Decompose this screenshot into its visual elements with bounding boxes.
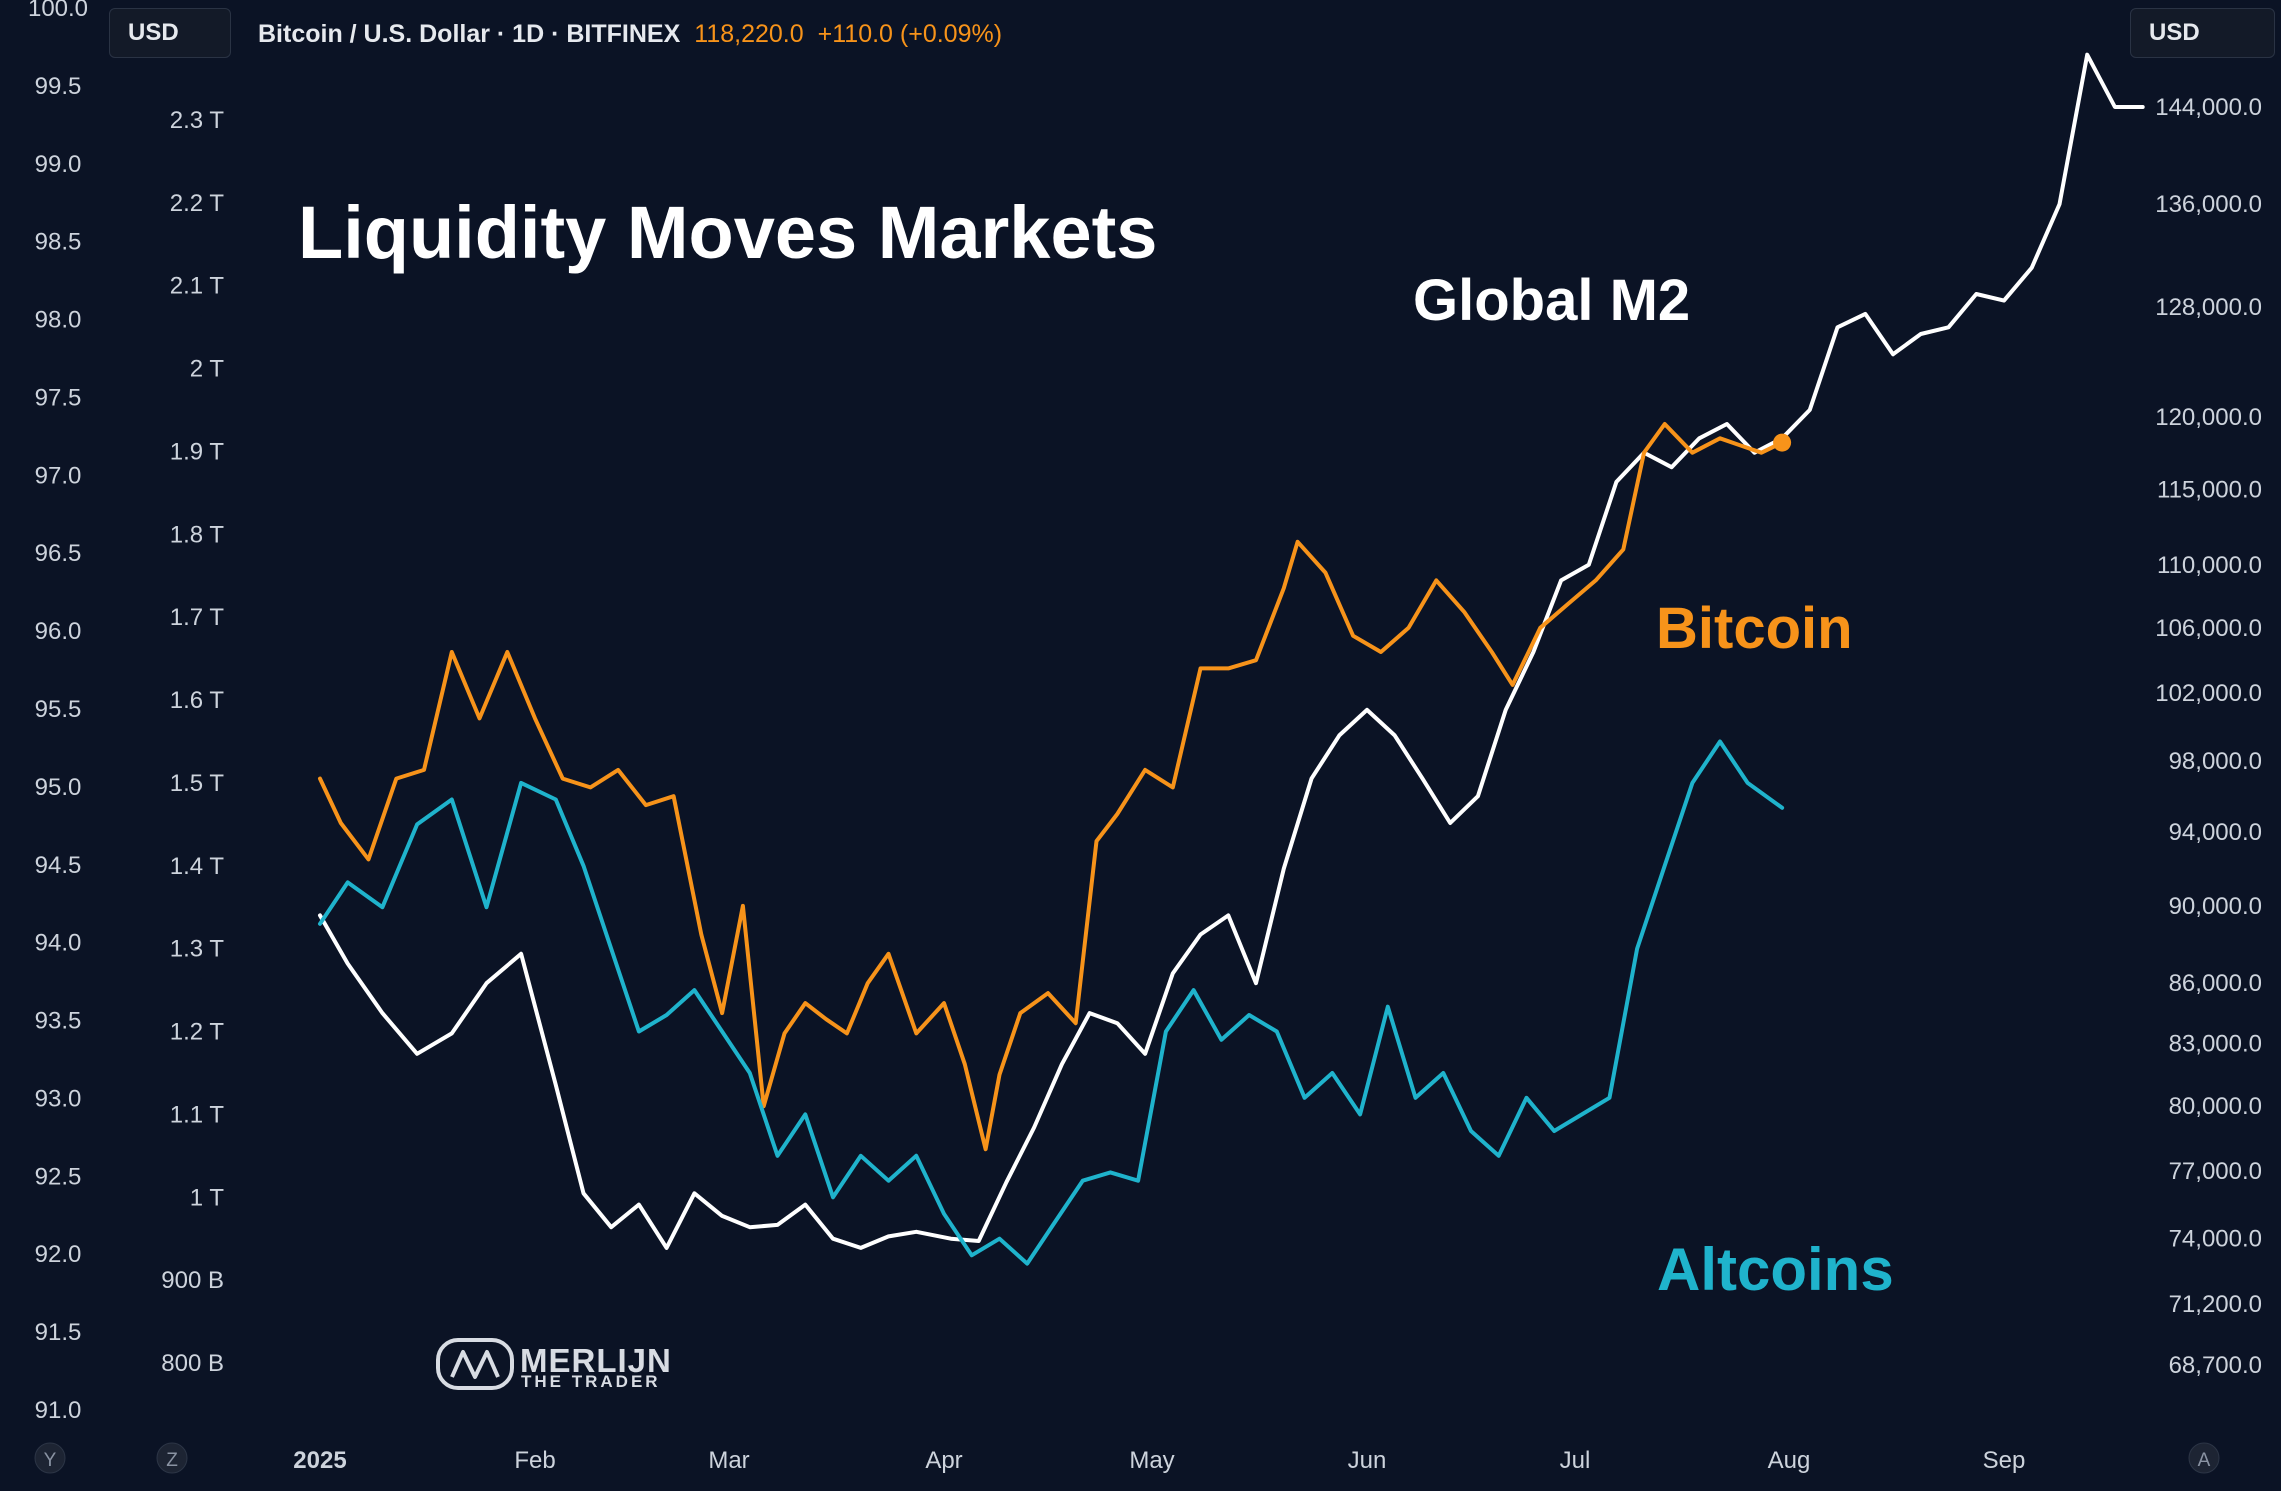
- left-outer-tick-label: 92.0: [35, 1241, 82, 1268]
- series-annotation: Global M2: [1413, 268, 1690, 333]
- left-outer-tick-label: 99.0: [35, 151, 82, 178]
- right-tick-label: 128,000.0: [2155, 294, 2262, 321]
- left-outer-tick-label: 93.0: [35, 1085, 82, 1112]
- right-tick-label: 83,000.0: [2169, 1031, 2262, 1058]
- left-outer-tick-label: 100.0: [28, 0, 88, 22]
- left-outer-tick-label: 93.5: [35, 1008, 82, 1035]
- left-outer-tick-label: 95.0: [35, 774, 82, 801]
- symbol-header: Bitcoin / U.S. Dollar · 1D · BITFINEX 11…: [258, 20, 1002, 49]
- x-tick-label: Jul: [1560, 1447, 1591, 1474]
- scale-button-label: Z: [166, 1450, 178, 1471]
- left-inner-tick-label: 2.2 T: [170, 190, 225, 217]
- logo-mark-m: [450, 1350, 500, 1379]
- left-outer-tick-label: 98.0: [35, 307, 82, 334]
- x-tick-label: 2025: [293, 1447, 346, 1474]
- right-tick-label: 86,000.0: [2169, 970, 2262, 997]
- global-m2-line: [318, 52, 2145, 1250]
- right-tick-label: 77,000.0: [2169, 1158, 2262, 1185]
- right-tick-label: 90,000.0: [2169, 893, 2262, 920]
- left-inner-tick-label: 1.1 T: [170, 1101, 225, 1128]
- scale-button[interactable]: [156, 1442, 188, 1474]
- right-tick-label: 68,700.0: [2169, 1352, 2262, 1379]
- logo-mark-outline: [436, 1338, 514, 1390]
- scale-button[interactable]: [34, 1442, 66, 1474]
- left-inner-tick-label: 800 B: [161, 1350, 224, 1377]
- left-outer-tick-label: 99.5: [35, 73, 82, 100]
- left-outer-tick-label: 91.0: [35, 1397, 82, 1424]
- scale-button-label: A: [2198, 1450, 2211, 1471]
- right-tick-label: 98,000.0: [2169, 748, 2262, 775]
- left-outer-tick-label: 92.5: [35, 1163, 82, 1190]
- right-tick-label: 106,000.0: [2155, 615, 2262, 642]
- symbol-label[interactable]: Bitcoin / U.S. Dollar · 1D · BITFINEX: [258, 20, 681, 48]
- right-tick-label: 102,000.0: [2155, 680, 2262, 707]
- left-outer-tick-label: 94.0: [35, 930, 82, 957]
- left-outer-tick-label: 94.5: [35, 852, 82, 879]
- left-outer-tick-label: 91.5: [35, 1319, 82, 1346]
- left-outer-tick-label: 96.0: [35, 618, 82, 645]
- x-tick-label: Feb: [514, 1447, 555, 1474]
- x-tick-label: Aug: [1768, 1447, 1811, 1474]
- right-tick-label: 144,000.0: [2155, 94, 2262, 121]
- last-price: 118,220.0: [694, 20, 804, 48]
- left-inner-tick-label: 1.2 T: [170, 1019, 225, 1046]
- scale-button[interactable]: [2188, 1442, 2220, 1474]
- left-inner-tick-label: 1.6 T: [170, 687, 225, 714]
- left-inner-tick-label: 2 T: [190, 356, 225, 383]
- left-inner-tick-label: 1.9 T: [170, 438, 225, 465]
- left-outer-tick-label: 97.5: [35, 384, 82, 411]
- right-tick-label: 71,200.0: [2169, 1291, 2262, 1318]
- left-outer-tick-label: 97.0: [35, 462, 82, 489]
- currency-button-left[interactable]: USD: [109, 8, 231, 58]
- left-inner-tick-label: 1.3 T: [170, 936, 225, 963]
- x-tick-label: Mar: [708, 1447, 749, 1474]
- left-inner-tick-label: 1.7 T: [170, 604, 225, 631]
- left-inner-tick-label: 1.4 T: [170, 853, 225, 880]
- left-inner-tick-label: 1 T: [190, 1184, 225, 1211]
- right-tick-label: 115,000.0: [2157, 476, 2262, 503]
- left-outer-tick-label: 95.5: [35, 696, 82, 723]
- altcoins-line: [318, 739, 1785, 1266]
- left-outer-tick-label: 96.5: [35, 540, 82, 567]
- x-tick-label: Apr: [925, 1447, 962, 1474]
- right-tick-label: 120,000.0: [2155, 404, 2262, 431]
- x-tick-label: Jun: [1348, 1447, 1387, 1474]
- right-tick-label: 94,000.0: [2169, 819, 2262, 846]
- left-inner-tick-label: 900 B: [161, 1267, 224, 1294]
- series-annotation: Bitcoin: [1656, 596, 1853, 661]
- left-inner-tick-label: 2.1 T: [170, 273, 225, 300]
- right-tick-label: 80,000.0: [2169, 1093, 2262, 1120]
- left-outer-tick-label: 98.5: [35, 229, 82, 256]
- bitcoin-last-price-dot: [1773, 433, 1792, 452]
- currency-button-right[interactable]: USD: [2130, 8, 2275, 58]
- x-tick-label: May: [1129, 1447, 1174, 1474]
- scale-button-label: Y: [44, 1450, 57, 1471]
- left-inner-tick-label: 1.5 T: [170, 770, 225, 797]
- left-inner-tick-label: 2.3 T: [170, 107, 225, 134]
- left-inner-tick-label: 1.8 T: [170, 521, 225, 548]
- bitcoin-line: [318, 422, 1785, 1152]
- logo-line2: THE TRADER: [521, 1372, 661, 1391]
- x-tick-label: Sep: [1983, 1447, 2026, 1474]
- series-annotation: Altcoins: [1657, 1236, 1894, 1303]
- right-tick-label: 110,000.0: [2157, 552, 2262, 579]
- price-change: +110.0 (+0.09%): [817, 20, 1003, 48]
- right-tick-label: 74,000.0: [2169, 1226, 2262, 1253]
- logo-line1: MERLIJN: [520, 1342, 672, 1379]
- right-tick-label: 136,000.0: [2155, 191, 2262, 218]
- chart-title: Liquidity Moves Markets: [298, 191, 1157, 274]
